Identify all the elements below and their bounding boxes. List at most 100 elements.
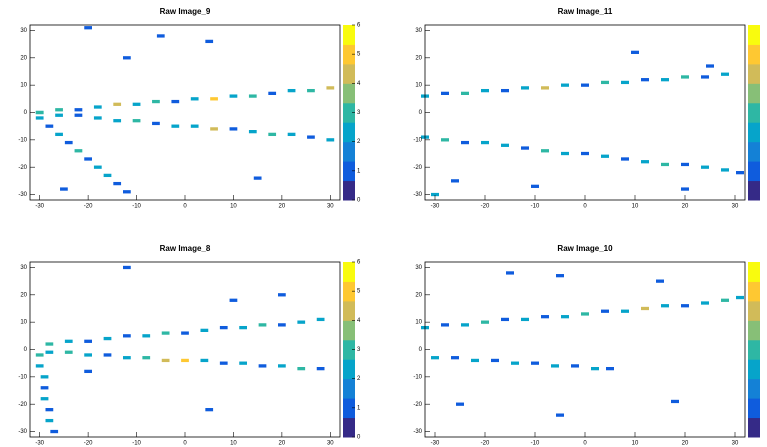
z-tick-label: 0: [357, 198, 361, 204]
cell: [84, 339, 92, 343]
cell: [123, 190, 131, 194]
colorbar-segment: [748, 339, 760, 360]
cell: [581, 83, 589, 87]
cell: [601, 80, 609, 85]
x-tick-label: 10: [230, 441, 237, 447]
cell: [307, 135, 315, 139]
cell: [161, 358, 170, 363]
cell: [248, 94, 257, 98]
colorbar-segment: [343, 63, 355, 84]
cell: [581, 151, 589, 156]
y-tick-label: 0: [24, 110, 28, 116]
z-tick-label: 1: [357, 405, 361, 411]
x-tick-label: -10: [531, 204, 540, 210]
cell: [601, 309, 609, 313]
x-tick-label: 0: [583, 204, 587, 210]
z-tick-label: 0: [357, 435, 361, 441]
cell: [248, 130, 257, 134]
plot-frame: [29, 261, 341, 438]
y-tick-label: 30: [415, 265, 422, 271]
cell: [701, 75, 709, 79]
cell: [701, 165, 709, 169]
cell: [297, 320, 306, 324]
cell: [123, 265, 131, 270]
cell: [50, 429, 59, 434]
cell: [93, 165, 102, 169]
colorbar-segment: [343, 417, 355, 438]
cell: [103, 173, 112, 178]
cell: [681, 75, 689, 79]
cell: [258, 364, 267, 368]
cell: [736, 295, 744, 300]
cell: [531, 361, 539, 365]
y-tick-label: -30: [413, 192, 422, 198]
cell: [103, 353, 112, 357]
colorbar-segment: [343, 281, 355, 302]
x-tick-label: 20: [279, 441, 286, 447]
colorbar-segment: [748, 281, 760, 302]
cell: [721, 72, 729, 76]
cell: [721, 298, 729, 302]
cell: [103, 336, 112, 341]
cell: [123, 356, 131, 360]
cell: [456, 402, 464, 406]
colorbar-segment: [748, 63, 760, 84]
cell: [451, 179, 459, 183]
cell: [40, 375, 49, 379]
cell: [501, 88, 509, 93]
y-tick-label: -10: [18, 137, 27, 143]
x-tick-label: 10: [632, 204, 639, 210]
cell: [35, 364, 44, 368]
x-tick-label: -30: [431, 204, 440, 210]
colorbar-segment: [343, 378, 355, 399]
x-tick-label: 30: [732, 204, 739, 210]
x-tick-label: 0: [583, 441, 587, 447]
x-tick-label: 30: [732, 441, 739, 447]
colorbar-segment: [748, 359, 760, 380]
cell: [671, 399, 679, 404]
cell: [60, 187, 68, 191]
cell: [307, 88, 315, 93]
cell: [132, 119, 141, 123]
cell: [556, 413, 564, 417]
cell: [258, 323, 267, 327]
cell: [152, 99, 160, 104]
x-tick-label: -20: [84, 204, 93, 210]
cell: [74, 113, 83, 117]
cell: [181, 358, 189, 363]
cell: [481, 320, 489, 324]
plot-frame: [424, 261, 746, 438]
colorbar-segment: [343, 83, 355, 104]
x-tick-label: -30: [431, 441, 440, 447]
y-tick-label: -10: [18, 374, 27, 380]
cell: [35, 353, 44, 357]
cell: [601, 154, 609, 158]
cell: [721, 168, 729, 172]
cell: [35, 116, 44, 120]
cell: [431, 192, 439, 197]
cell: [239, 361, 247, 365]
cell: [541, 86, 549, 90]
cell: [297, 367, 306, 371]
colorbar-segment: [748, 320, 760, 341]
z-tick-label: 4: [357, 81, 361, 87]
x-tick-label: 20: [682, 204, 689, 210]
cell: [461, 140, 469, 145]
y-tick-label: 0: [419, 347, 423, 353]
y-tick-label: 20: [415, 292, 422, 298]
cell: [511, 361, 519, 365]
x-tick-label: 10: [632, 441, 639, 447]
colorbar-segment: [748, 161, 760, 182]
x-tick-label: -20: [481, 204, 490, 210]
cell: [205, 408, 214, 412]
cell: [326, 86, 335, 90]
cell: [84, 157, 92, 161]
cell: [171, 99, 180, 104]
colorbar-segment: [343, 102, 355, 123]
cell: [142, 356, 151, 360]
colorbar-segment: [748, 83, 760, 104]
cell: [268, 132, 277, 137]
y-tick-label: -20: [413, 402, 422, 408]
cell: [521, 146, 529, 150]
y-tick-label: 20: [20, 55, 27, 61]
